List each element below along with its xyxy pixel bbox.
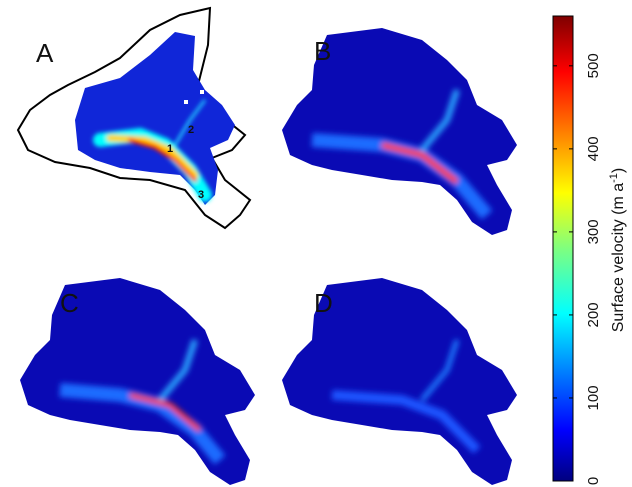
marker-3: 3 <box>198 189 204 201</box>
panel-a: A 1 2 3 <box>16 6 252 230</box>
panel-b: B <box>282 28 517 235</box>
panel-a-letter: A <box>36 38 54 68</box>
panel-c: C <box>20 278 255 485</box>
colorbar-tick-label: 300 <box>585 219 602 244</box>
colorbar-tick-label: 0 <box>585 477 602 485</box>
colorbar-gradient <box>552 15 574 482</box>
marker-2: 2 <box>188 124 194 136</box>
colorbar-label: Surface velocity (m a-1) <box>608 168 627 333</box>
marker-1: 1 <box>167 143 173 155</box>
panel-c-letter: C <box>60 288 79 318</box>
panel-d-letter: D <box>314 288 333 318</box>
panel-d: D <box>282 278 517 485</box>
colorbar-tick-label: 200 <box>585 302 602 327</box>
panel-b-letter: B <box>314 36 331 66</box>
colorbar-tick-label: 400 <box>585 136 602 161</box>
colorbar-tick-label: 500 <box>585 53 602 78</box>
panel-a-velocity-field <box>75 32 235 205</box>
colorbar-tick-label: 100 <box>585 385 602 410</box>
colorbar: 0 100 200 300 400 500 Surface velocity (m a-1… <box>552 15 627 485</box>
